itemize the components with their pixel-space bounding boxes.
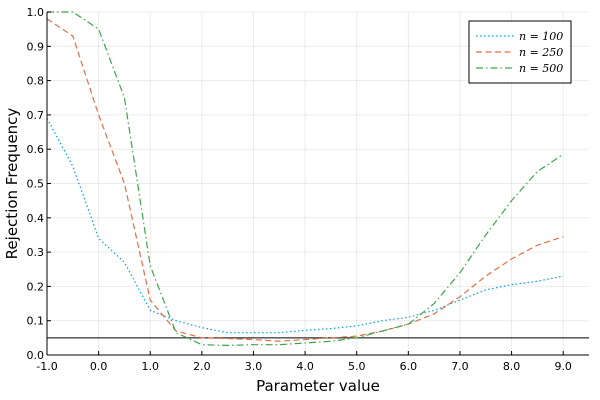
y-axis-title: Rejection Frequency — [3, 108, 21, 260]
legend-label-1: n = 100 — [519, 30, 563, 43]
y-tick-label: 0.9 — [27, 40, 45, 53]
legend: n = 100 n = 250 n = 500 — [468, 20, 572, 84]
y-axis-ticks: 0.0 0.1 0.2 0.3 0.4 0.5 0.6 0.7 0.8 0.9 1.0 — [27, 6, 51, 362]
x-tick-label: 5.0 — [348, 360, 366, 373]
x-tick-label: 1.0 — [141, 360, 159, 373]
y-tick-label: 0.4 — [27, 212, 45, 225]
y-tick-label: 1.0 — [27, 6, 45, 19]
x-tick-label: 6.0 — [400, 360, 418, 373]
x-tick-label: 3.0 — [245, 360, 263, 373]
series-line-1 — [46, 118, 564, 334]
series-line-3 — [47, 11, 564, 346]
series-line-2 — [46, 18, 564, 342]
y-tick-label: 0.7 — [27, 109, 45, 122]
x-tick-label: 2.0 — [193, 360, 211, 373]
y-tick-label: 0.5 — [27, 178, 45, 191]
x-tick-label: 7.0 — [451, 360, 469, 373]
x-tick-label: -1.0 — [36, 360, 57, 373]
legend-label-3: n = 500 — [519, 62, 563, 75]
legend-label-2: n = 250 — [519, 46, 563, 59]
x-axis-ticks: -1.0 0.0 1.0 2.0 3.0 4.0 5.0 6.0 7.0 8.0 9.0 — [36, 351, 572, 373]
y-tick-label: 0.3 — [27, 246, 45, 259]
x-tick-label: 0.0 — [90, 360, 108, 373]
y-tick-label: 0.2 — [27, 280, 45, 293]
x-axis-title: Parameter value — [256, 377, 380, 395]
y-tick-label: 0.6 — [27, 143, 45, 156]
y-tick-label: 0.0 — [27, 349, 45, 362]
x-tick-label: 9.0 — [554, 360, 572, 373]
y-tick-label: 0.8 — [27, 75, 45, 88]
series-lines — [46, 11, 564, 346]
x-tick-label: 8.0 — [503, 360, 521, 373]
y-tick-label: 0.1 — [27, 315, 45, 328]
x-tick-label: 4.0 — [296, 360, 314, 373]
